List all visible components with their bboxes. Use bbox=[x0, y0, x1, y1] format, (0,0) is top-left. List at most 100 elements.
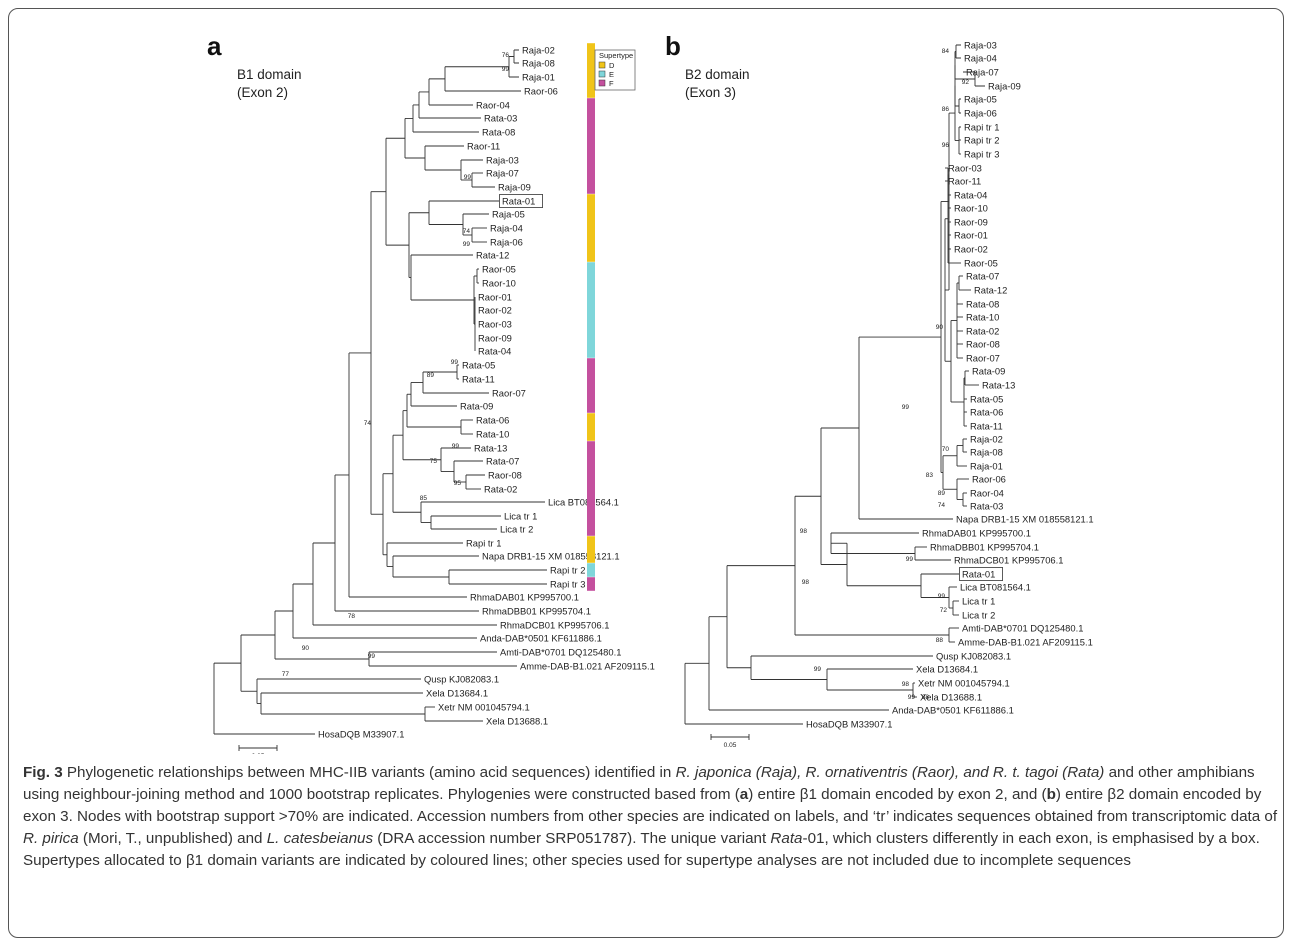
leaf-label: Rata-09 bbox=[460, 401, 493, 412]
supertype-bar-E bbox=[587, 563, 595, 577]
bootstrap-value: 99 bbox=[908, 694, 916, 701]
leaf-label: Xela D13688.1 bbox=[920, 692, 982, 703]
caption-species: R. japonica (Raja), R. ornativentris (Ra… bbox=[675, 764, 1105, 781]
caption-text: ) entire β1 domain encoded by exon 2, an… bbox=[748, 786, 1047, 803]
leaf-label: Rata-02 bbox=[966, 326, 999, 337]
bootstrap-value: 99 bbox=[938, 593, 946, 600]
bootstrap-value: 92 bbox=[962, 79, 970, 86]
leaf-label: Raor-01 bbox=[954, 230, 988, 241]
leaf-label: Rata-12 bbox=[476, 250, 509, 261]
leaf-label: Rata-04 bbox=[478, 346, 511, 357]
bootstrap-value: 99 bbox=[464, 174, 472, 181]
supertype-bar-D bbox=[587, 194, 595, 262]
legend-swatch bbox=[598, 70, 606, 78]
leaf-label: RhmaDCB01 KP995706.1 bbox=[954, 555, 1063, 566]
leaf-label: HosaDQB M33907.1 bbox=[318, 729, 405, 740]
leaf-label: Raja-06 bbox=[964, 108, 997, 119]
bootstrap-value: 90 bbox=[302, 645, 310, 652]
bootstrap-value: 72 bbox=[940, 607, 948, 614]
caption-panel-ref-b: b bbox=[1046, 786, 1056, 803]
caption-species: L. catesbeianus bbox=[266, 830, 374, 847]
leaf-label: RhmaDBB01 KP995704.1 bbox=[482, 606, 591, 617]
leaf-label: Raor-06 bbox=[972, 474, 1006, 485]
leaf-label: Lica tr 2 bbox=[500, 524, 533, 535]
leaf-label: Raja-07 bbox=[486, 168, 519, 179]
leaf-label: Rata-01 bbox=[502, 196, 535, 207]
leaf-label: Raor-04 bbox=[476, 100, 510, 111]
leaf-label: Rata-05 bbox=[462, 360, 495, 371]
legend-title: Supertype bbox=[599, 51, 633, 60]
leaf-label: Raor-03 bbox=[948, 163, 982, 174]
leaf-label: Raor-09 bbox=[954, 217, 988, 228]
leaf-label: Rata-08 bbox=[482, 127, 515, 138]
caption-variant: Rata bbox=[770, 830, 803, 847]
bootstrap-value: 88 bbox=[922, 694, 930, 701]
exon-title: (Exon 3) bbox=[685, 85, 736, 100]
legend-swatch bbox=[598, 61, 606, 69]
leaf-label: Raor-10 bbox=[482, 278, 516, 289]
bootstrap-value: 96 bbox=[942, 142, 950, 149]
leaf-label: Raja-07 bbox=[966, 67, 999, 78]
leaf-label: Raja-04 bbox=[490, 223, 523, 234]
leaf-label: RhmaDAB01 KP995700.1 bbox=[922, 528, 1031, 539]
supertype-bar-F bbox=[587, 577, 595, 591]
leaf-label: Lica tr 2 bbox=[962, 610, 995, 621]
leaf-label: Raja-02 bbox=[970, 434, 1003, 445]
tree-panel-a: a B1 domain (Exon 2) Raja-02 Raja-08 Raja-01 R… bbox=[207, 31, 655, 754]
leaf-label: Rata-05 bbox=[970, 394, 1003, 405]
bootstrap-value: 89 bbox=[938, 490, 946, 497]
domain-title: B1 domain bbox=[237, 67, 302, 82]
highlight-box bbox=[499, 194, 543, 208]
leaf-label: Raor-10 bbox=[954, 203, 988, 214]
leaf-label: Raor-09 bbox=[478, 333, 512, 344]
leaf-label: Amti-DAB*0701 DQ125480.1 bbox=[962, 623, 1083, 634]
caption-species: R. pirica bbox=[23, 830, 79, 847]
bootstrap-value: 74 bbox=[938, 502, 946, 509]
leaf-label: Rata-12 bbox=[974, 285, 1007, 296]
phylogeny-figure: a B1 domain (Exon 2) Raja-02 Raja-08 Raja-01 R… bbox=[207, 31, 1094, 754]
leaf-label: Raja-09 bbox=[988, 81, 1021, 92]
bootstrap-value: 90 bbox=[936, 324, 944, 331]
legend-label: E bbox=[609, 70, 614, 79]
leaf-label: Rata-13 bbox=[474, 443, 507, 454]
leaf-label: Rata-07 bbox=[486, 456, 519, 467]
leaf-label: Rata-03 bbox=[484, 113, 517, 124]
leaf-label: Rata-08 bbox=[966, 299, 999, 310]
caption-text: and other amphibians using neighbour-joi… bbox=[23, 764, 1255, 803]
leaf-label: Raja-09 bbox=[498, 182, 531, 193]
leaf-label: Napa DRB1-15 XM 018558121.1 bbox=[482, 551, 620, 562]
legend-label: D bbox=[609, 61, 615, 70]
bootstrap-value: 78 bbox=[348, 613, 356, 620]
leaf-label: Raor-01 bbox=[478, 292, 512, 303]
leaf-label: Raor-08 bbox=[488, 470, 522, 481]
supertype-bar-D bbox=[587, 413, 595, 441]
bootstrap-value: 70 bbox=[942, 446, 950, 453]
leaf-label: Rata-06 bbox=[476, 415, 509, 426]
bootstrap-value: 98 bbox=[902, 681, 910, 688]
bootstrap-value: 99 bbox=[463, 241, 471, 248]
leaf-label: Rapi tr 3 bbox=[550, 579, 585, 590]
caption-text: (Mori, T., unpublished) and bbox=[78, 830, 267, 847]
leaf-label: Raja-05 bbox=[964, 94, 997, 105]
leaf-label: Xela D13684.1 bbox=[916, 664, 978, 675]
leaf-label: Raor-04 bbox=[970, 488, 1004, 499]
leaf-label: Rata-07 bbox=[966, 271, 999, 282]
leaf-label: Rata-10 bbox=[966, 312, 999, 323]
bootstrap-value: 99 bbox=[451, 359, 459, 366]
bootstrap-value: 99 bbox=[906, 556, 914, 563]
leaf-label: Raja-04 bbox=[964, 53, 997, 64]
bootstrap-value: 99 bbox=[368, 653, 376, 660]
leaf-label: Amme-DAB-B1.021 AF209115.1 bbox=[520, 661, 655, 672]
legend-swatch bbox=[598, 79, 606, 87]
leaf-label: Raja-01 bbox=[522, 72, 555, 83]
caption-text: (DRA accession number SRP051787). The un… bbox=[373, 830, 771, 847]
leaf-label: Rapi tr 1 bbox=[466, 538, 501, 549]
leaf-label: Rata-06 bbox=[970, 407, 1003, 418]
leaf-label: Lica BT081564.1 bbox=[960, 582, 1031, 593]
panel-letter: a bbox=[207, 31, 222, 61]
figure-caption: Fig. 3 Phylogenetic relationships betwee… bbox=[23, 762, 1283, 872]
leaf-label: Xetr NM 001045794.1 bbox=[438, 702, 530, 713]
leaf-label: Raor-03 bbox=[478, 319, 512, 330]
leaf-label: Raor-07 bbox=[966, 353, 1000, 364]
